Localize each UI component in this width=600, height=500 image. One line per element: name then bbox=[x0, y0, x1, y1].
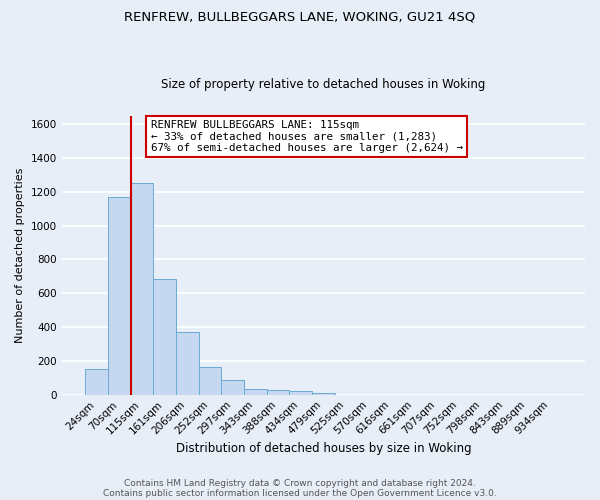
Title: Size of property relative to detached houses in Woking: Size of property relative to detached ho… bbox=[161, 78, 485, 91]
Text: RENFREW, BULLBEGGARS LANE, WOKING, GU21 4SQ: RENFREW, BULLBEGGARS LANE, WOKING, GU21 … bbox=[124, 10, 476, 23]
X-axis label: Distribution of detached houses by size in Woking: Distribution of detached houses by size … bbox=[176, 442, 471, 455]
Bar bbox=[312, 393, 335, 394]
Bar bbox=[199, 367, 221, 394]
Bar bbox=[176, 332, 199, 394]
Bar bbox=[221, 380, 244, 394]
Bar bbox=[154, 279, 176, 394]
Y-axis label: Number of detached properties: Number of detached properties bbox=[15, 168, 25, 343]
Text: RENFREW BULLBEGGARS LANE: 115sqm
← 33% of detached houses are smaller (1,283)
67: RENFREW BULLBEGGARS LANE: 115sqm ← 33% o… bbox=[151, 120, 463, 153]
Bar bbox=[131, 182, 154, 394]
Bar bbox=[289, 392, 312, 394]
Bar bbox=[266, 390, 289, 394]
Text: Contains public sector information licensed under the Open Government Licence v3: Contains public sector information licen… bbox=[103, 488, 497, 498]
Text: Contains HM Land Registry data © Crown copyright and database right 2024.: Contains HM Land Registry data © Crown c… bbox=[124, 478, 476, 488]
Bar bbox=[85, 370, 108, 394]
Bar bbox=[108, 197, 131, 394]
Bar bbox=[244, 389, 266, 394]
